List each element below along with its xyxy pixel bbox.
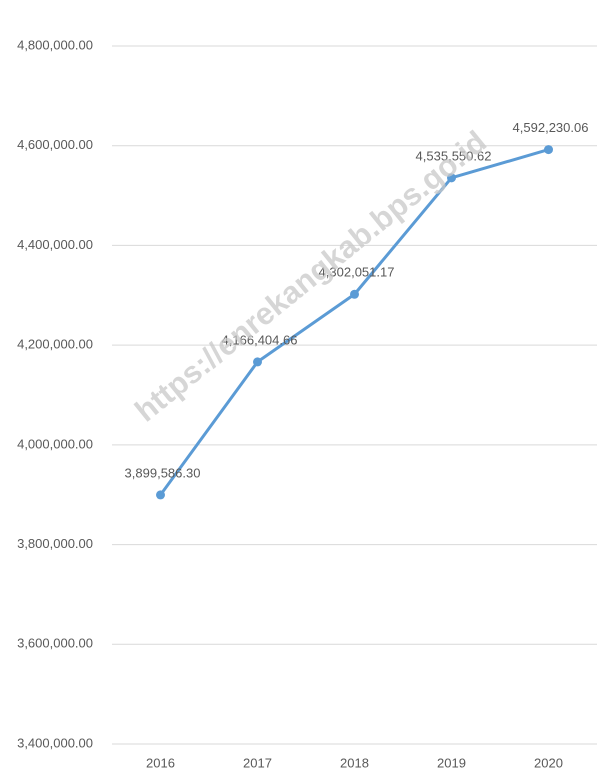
x-tick-label: 2018 bbox=[340, 755, 369, 770]
y-tick-label: 4,400,000.00 bbox=[17, 237, 93, 252]
y-tick-label: 4,200,000.00 bbox=[17, 337, 93, 352]
data-label: 4,302,051.17 bbox=[319, 265, 395, 280]
line bbox=[159, 148, 549, 496]
x-tick-label: 2016 bbox=[146, 755, 175, 770]
data-label: 4,592,230.06 bbox=[513, 120, 589, 135]
data-label: 4,166,404.66 bbox=[222, 332, 298, 347]
data-point bbox=[544, 145, 553, 155]
y-tick-label: 3,400,000.00 bbox=[17, 735, 93, 750]
y-tick-label: 4,600,000.00 bbox=[17, 137, 93, 152]
data-point bbox=[253, 357, 262, 367]
y-tick-label: 3,600,000.00 bbox=[17, 636, 93, 651]
y-tick-label: 3,800,000.00 bbox=[17, 536, 93, 551]
data-label: 3,899,586.30 bbox=[125, 465, 201, 480]
data-point bbox=[350, 289, 359, 299]
data-point bbox=[447, 173, 456, 183]
watermark: https://enrekangkab.bps.go.id bbox=[128, 124, 493, 429]
data-point bbox=[156, 490, 165, 500]
x-tick-label: 2017 bbox=[243, 755, 272, 770]
y-tick-label: 4,000,000.00 bbox=[17, 436, 93, 451]
x-tick-label: 2019 bbox=[437, 755, 466, 770]
data-label: 4,535,550.62 bbox=[416, 148, 492, 163]
y-tick-label: 4,800,000.00 bbox=[17, 37, 93, 52]
x-tick-label: 2020 bbox=[534, 755, 563, 770]
